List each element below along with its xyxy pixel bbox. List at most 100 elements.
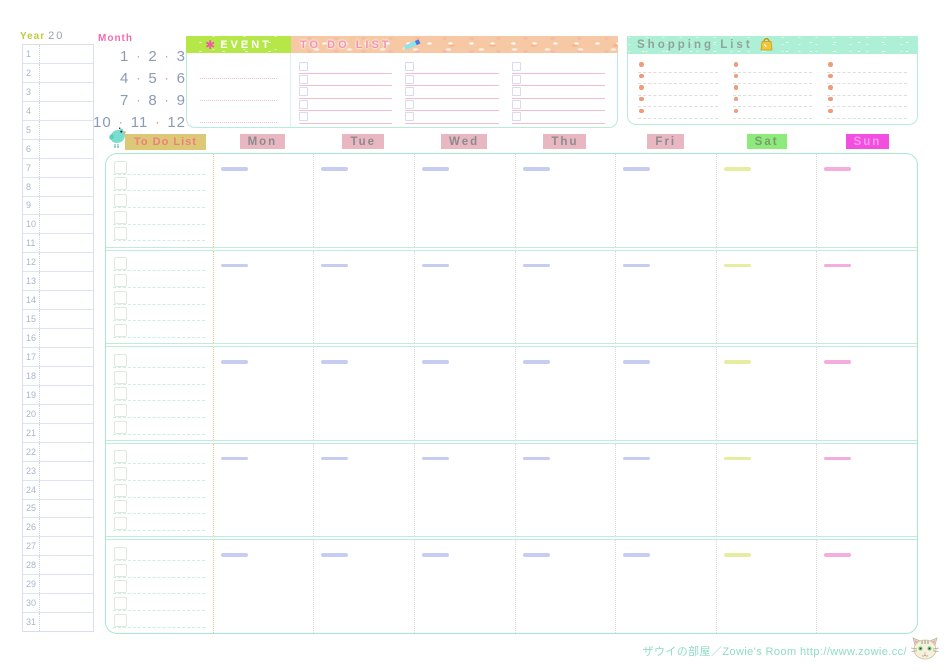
date-writing-space — [39, 253, 93, 272]
todo-writing-line — [113, 416, 205, 418]
checkbox-icon — [114, 597, 127, 611]
week-todo-column — [106, 540, 213, 633]
day-cell — [212, 540, 314, 633]
date-row: 18 — [23, 366, 93, 386]
bullet-icon — [733, 108, 739, 113]
date-line — [421, 360, 449, 364]
day-headers: Mon Tue Wed Thu Fri Sat Sun — [212, 134, 918, 149]
week-row — [106, 539, 917, 633]
week-todo-item — [113, 288, 208, 305]
date-writing-space — [39, 234, 93, 253]
todo-item — [299, 74, 393, 87]
event-todo-box: ✱ EVENT TO DO LIST — [186, 36, 618, 128]
date-writing-space — [39, 120, 93, 139]
bullet-icon — [639, 85, 644, 90]
day-tape: Sat — [746, 134, 787, 149]
week-todo-column — [106, 154, 213, 247]
date-writing-space — [39, 196, 93, 215]
todo-writing-line — [113, 223, 205, 225]
day-tape: Thu — [543, 134, 587, 149]
date-row: 22 — [23, 442, 93, 462]
todo-item — [405, 86, 499, 99]
date-writing-space — [39, 177, 93, 196]
date-line — [421, 456, 449, 461]
checkbox-icon — [114, 160, 127, 174]
todo-writing-line — [113, 400, 205, 402]
todo-item — [299, 86, 393, 99]
date-writing-space — [39, 45, 93, 63]
shopping-item — [638, 73, 718, 85]
checkbox-icon — [405, 99, 415, 109]
todo-writing-line — [113, 513, 205, 515]
date-writing-space — [39, 310, 93, 329]
date-row: 19 — [23, 385, 93, 405]
bird-icon — [106, 124, 128, 153]
bullet-icon — [828, 62, 833, 67]
dot-separator: · — [136, 49, 142, 63]
week-todo-item — [113, 192, 208, 209]
todo-writing-line — [113, 270, 205, 272]
day-cell — [313, 250, 414, 344]
day-header: Mon — [212, 134, 313, 149]
todo-writing-line — [113, 383, 205, 385]
date-line — [421, 263, 449, 268]
todo-writing-line — [405, 122, 499, 124]
checkbox-icon — [405, 74, 415, 84]
date-writing-space — [39, 158, 93, 177]
day-header: Thu — [515, 134, 616, 149]
date-writing-space — [39, 63, 93, 82]
checkbox-icon — [114, 257, 127, 271]
date-number: 15 — [26, 314, 37, 325]
day-cell — [413, 347, 515, 440]
todo-writing-line — [113, 190, 205, 192]
date-line — [522, 553, 550, 557]
week-todo-item — [113, 401, 208, 418]
shopping-item — [827, 61, 907, 73]
shopping-grid — [638, 61, 907, 119]
date-row: 24 — [23, 480, 93, 500]
week-todo-item — [113, 225, 208, 242]
bullet-icon — [733, 85, 739, 90]
day-cell — [514, 250, 616, 344]
day-cell — [715, 154, 817, 247]
date-line — [321, 167, 349, 171]
week-day-columns — [212, 540, 917, 633]
date-line — [623, 360, 651, 364]
date-row: 28 — [23, 556, 93, 576]
shopping-writing-line — [827, 83, 907, 85]
day-cell — [615, 443, 716, 537]
shopping-item — [638, 61, 718, 73]
date-row: 30 — [23, 594, 93, 614]
todo-writing-line — [113, 173, 205, 175]
checkbox-icon — [511, 87, 521, 97]
date-writing-space — [39, 101, 93, 120]
todo-writing-line — [405, 110, 499, 112]
week-day-columns — [212, 347, 917, 440]
day-cell — [413, 154, 515, 247]
dot-separator: · — [164, 71, 170, 85]
shopping-list-box: Shopping List — [627, 36, 918, 125]
day-cell — [514, 154, 616, 247]
checkbox-icon — [511, 112, 521, 122]
date-row: 13 — [23, 272, 93, 292]
day-cell — [212, 347, 314, 440]
shopping-writing-line — [638, 83, 718, 85]
week-todo-item — [113, 578, 208, 595]
date-number: 28 — [26, 560, 37, 571]
shopping-writing-line — [827, 94, 907, 96]
todo-item — [405, 74, 499, 87]
shopping-writing-line — [638, 94, 718, 96]
day-header: Fri — [615, 134, 716, 149]
month-number: 4 — [119, 69, 130, 87]
date-writing-space — [39, 272, 93, 291]
todo-writing-line — [113, 286, 205, 288]
week-day-columns — [212, 154, 917, 247]
checkbox-icon — [114, 307, 127, 321]
event-writing-line — [200, 100, 277, 101]
day-cell — [715, 347, 817, 440]
shopping-writing-line — [732, 71, 813, 73]
date-number: 20 — [26, 408, 37, 419]
date-line — [723, 456, 751, 461]
day-cell — [514, 443, 616, 537]
date-line — [723, 360, 751, 364]
